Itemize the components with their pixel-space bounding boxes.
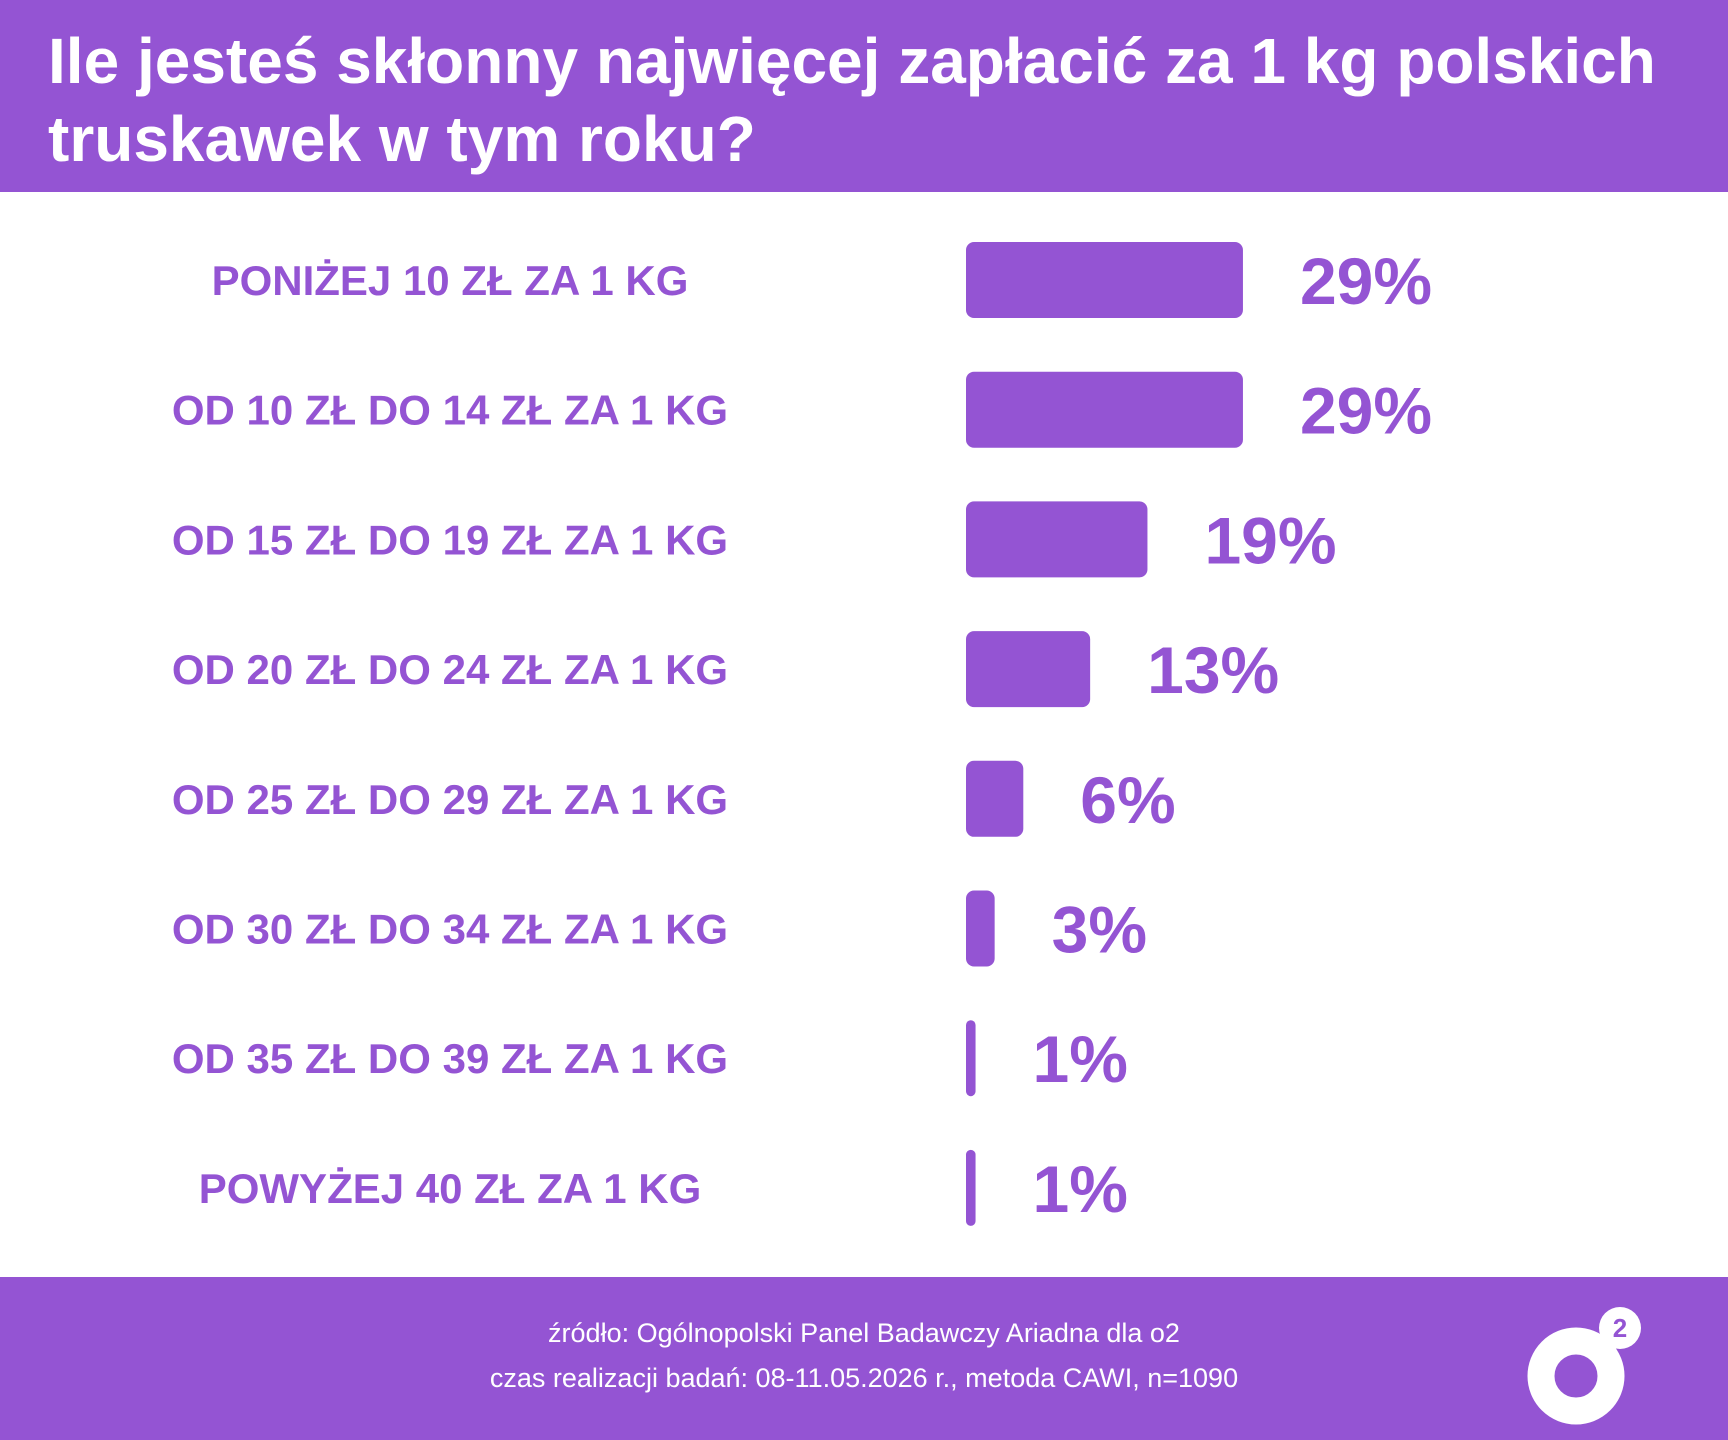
category-label: OD 30 ZŁ DO 34 ZŁ ZA 1 KG: [172, 906, 728, 953]
category-label: OD 35 ZŁ DO 39 ZŁ ZA 1 KG: [172, 1035, 728, 1082]
bar-row: OD 10 ZŁ DO 14 ZŁ ZA 1 KG 29%: [172, 371, 1432, 448]
bar: [966, 1149, 976, 1226]
bar: [966, 631, 1091, 708]
bar: [966, 371, 1243, 448]
category-label: OD 25 ZŁ DO 29 ZŁ ZA 1 KG: [172, 776, 728, 823]
value-label: 6%: [1080, 763, 1175, 837]
o2-logo: 2: [1527, 1307, 1641, 1425]
logo-badge: [1599, 1307, 1641, 1349]
category-label: PONIŻEJ 10 ZŁ ZA 1 KG: [212, 257, 689, 304]
bars-layer: PONIŻEJ 10 ZŁ ZA 1 KG 29%OD 10 ZŁ DO 14 Z…: [172, 242, 1432, 1226]
bar: [966, 760, 1024, 837]
bar-row: OD 35 ZŁ DO 39 ZŁ ZA 1 KG 1%: [172, 1020, 1128, 1097]
value-label: 13%: [1147, 633, 1279, 707]
bar: [966, 1020, 976, 1097]
bar: [966, 890, 995, 967]
bar-chart: PONIŻEJ 10 ZŁ ZA 1 KG 29%OD 10 ZŁ DO 14 Z…: [172, 242, 1432, 1226]
bar-row: PONIŻEJ 10 ZŁ ZA 1 KG 29%: [212, 242, 1432, 318]
category-label: OD 10 ZŁ DO 14 ZŁ ZA 1 KG: [172, 387, 728, 434]
bar: [966, 501, 1148, 578]
bar-row: OD 15 ZŁ DO 19 ZŁ ZA 1 KG 19%: [172, 501, 1337, 578]
bar-row: OD 25 ZŁ DO 29 ZŁ ZA 1 KG 6%: [172, 760, 1176, 837]
bar-row: OD 30 ZŁ DO 34 ZŁ ZA 1 KG 3%: [172, 890, 1147, 967]
category-label: OD 20 ZŁ DO 24 ZŁ ZA 1 KG: [172, 646, 728, 693]
logo-ring: [1527, 1327, 1625, 1425]
footer-banner: źródło: Ogólnopolski Panel Badawczy Aria…: [0, 1277, 1728, 1440]
bar-row: POWYŻEJ 40 ZŁ ZA 1 KG 1%: [199, 1149, 1128, 1226]
category-label: OD 15 ZŁ DO 19 ZŁ ZA 1 KG: [172, 516, 728, 563]
value-label: 3%: [1052, 893, 1147, 967]
source-text: źródło: Ogólnopolski Panel Badawczy Aria…: [548, 1318, 1180, 1348]
page-title: Ile jesteś skłonny najwięcej zapłacić za…: [48, 25, 1656, 175]
header-banner: Ile jesteś skłonny najwięcej zapłacić za…: [0, 0, 1728, 192]
value-label: 19%: [1204, 503, 1336, 577]
logo-superscript: 2: [1613, 1313, 1627, 1343]
bar-row: OD 20 ZŁ DO 24 ZŁ ZA 1 KG 13%: [172, 631, 1279, 708]
bar: [966, 242, 1243, 318]
value-label: 1%: [1033, 1022, 1128, 1096]
value-label: 29%: [1300, 374, 1432, 448]
survey-details-text: czas realizacji badań: 08-11.05.2026 r.,…: [489, 1363, 1239, 1393]
value-label: 29%: [1300, 244, 1432, 318]
chart-area: PONIŻEJ 10 ZŁ ZA 1 KG 29% OD 10 ZŁ DO 14 Z…: [0, 192, 1728, 1277]
value-label: 1%: [1033, 1152, 1128, 1226]
category-label: POWYŻEJ 40 ZŁ ZA 1 KG: [199, 1165, 702, 1212]
